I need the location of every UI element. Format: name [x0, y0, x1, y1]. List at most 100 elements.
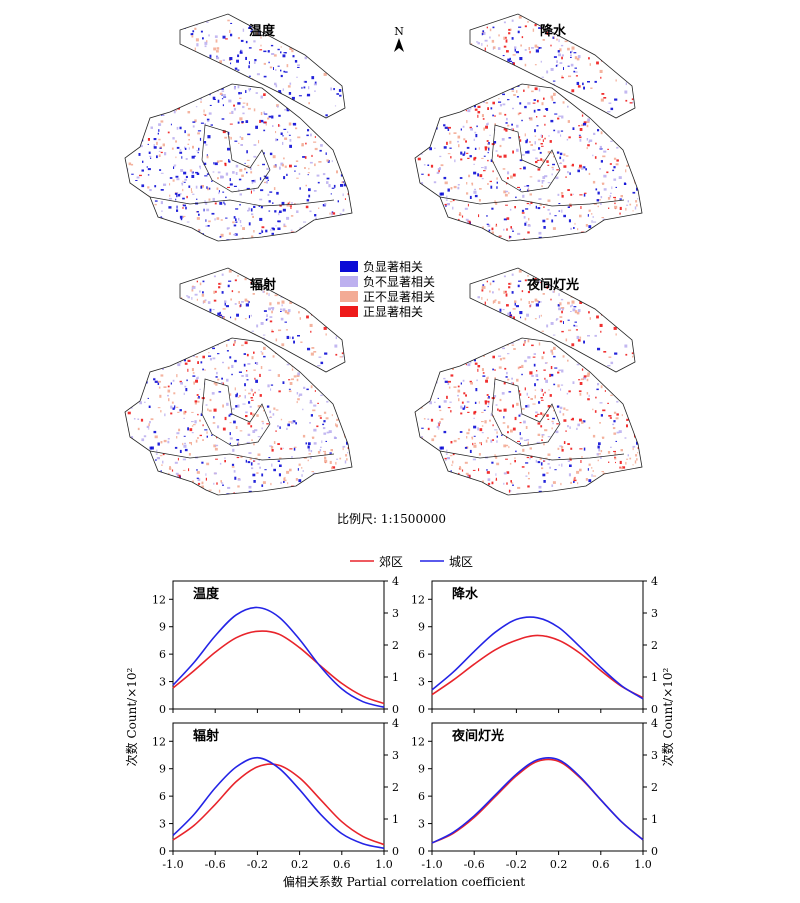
- series-line-urban: [431, 616, 644, 700]
- map-outline-north: [469, 13, 636, 119]
- y-axis-title-right: 次数 Count/×10²: [660, 667, 675, 766]
- map-outline-north: [469, 267, 636, 373]
- x-tick-label: 0.2: [291, 858, 309, 871]
- y-tick-label-right: 3: [651, 749, 658, 762]
- map-outline-main: [124, 337, 353, 496]
- map-title: 辐射: [250, 277, 276, 293]
- map-title: 夜间灯光: [526, 277, 579, 293]
- map-panel: [124, 13, 353, 242]
- legend-swatch-neg-insig: [340, 276, 358, 287]
- panel-title: 降水: [452, 586, 479, 602]
- x-tick-label: 0.6: [592, 858, 610, 871]
- y-tick-label-left: 12: [152, 735, 166, 748]
- legend-swatch-neg-sig: [340, 261, 358, 272]
- y-tick-label-right: 4: [651, 717, 658, 730]
- y-tick-label-right: 2: [392, 781, 399, 794]
- legend-label-pos-insig: 正不显著相关: [363, 290, 435, 304]
- map-panel: [414, 13, 643, 242]
- map-scale: 比例尺: 1:1500000: [337, 512, 446, 526]
- y-tick-label-right: 2: [651, 639, 658, 652]
- y-tick-label-left: 6: [159, 790, 166, 803]
- y-tick-label-right: 0: [392, 703, 399, 716]
- y-tick-label-left: 9: [418, 621, 425, 634]
- y-tick-label-left: 3: [418, 818, 425, 831]
- series-line-suburban: [172, 630, 385, 705]
- panel-title: 夜间灯光: [451, 728, 504, 744]
- map-panel: [124, 267, 353, 496]
- map-outline-main: [414, 83, 643, 242]
- y-tick-label-right: 4: [392, 717, 399, 730]
- north-arrow: N: [394, 25, 404, 52]
- y-tick-label-right: 3: [392, 749, 399, 762]
- series-line-urban: [172, 606, 385, 708]
- y-tick-label-right: 1: [392, 671, 399, 684]
- series-line-urban: [431, 757, 644, 844]
- y-tick-label-right: 1: [651, 813, 658, 826]
- x-tick-label: 0.2: [550, 858, 568, 871]
- y-tick-label-right: 2: [651, 781, 658, 794]
- legend-label-suburban: 郊区: [379, 555, 403, 569]
- y-tick-label-right: 2: [392, 639, 399, 652]
- y-tick-label-left: 12: [411, 735, 425, 748]
- y-tick-label-left: 6: [159, 648, 166, 661]
- x-tick-label: 1.0: [634, 858, 652, 871]
- y-tick-label-left: 0: [418, 703, 425, 716]
- y-tick-label-right: 3: [392, 607, 399, 620]
- y-tick-label-left: 9: [159, 621, 166, 634]
- y-tick-label-right: 3: [651, 607, 658, 620]
- x-tick-label: -1.0: [162, 858, 183, 871]
- y-tick-label-left: 0: [159, 703, 166, 716]
- panel-title: 辐射: [193, 728, 219, 744]
- series-line-suburban: [431, 634, 644, 699]
- x-tick-label: 1.0: [375, 858, 393, 871]
- legend-label-pos-sig: 正显著相关: [363, 305, 423, 319]
- x-tick-label: -0.2: [506, 858, 527, 871]
- map-outline-main: [124, 83, 353, 242]
- series-line-suburban: [172, 763, 385, 846]
- north-label: N: [394, 25, 404, 38]
- map-outline-main: [414, 337, 643, 496]
- y-tick-label-right: 4: [651, 575, 658, 588]
- map-legend: 负显著相关 负不显著相关 正不显著相关 正显著相关: [340, 260, 435, 319]
- y-axis-title-left: 次数 Count/×10²: [124, 667, 139, 766]
- series-line-urban: [172, 756, 385, 850]
- legend-swatch-pos-insig: [340, 291, 358, 302]
- y-tick-label-left: 9: [418, 763, 425, 776]
- series-line-suburban: [431, 758, 644, 844]
- map-outline-north: [179, 267, 346, 373]
- y-tick-label-right: 4: [392, 575, 399, 588]
- y-tick-label-left: 0: [418, 845, 425, 858]
- north-arrow-icon: [394, 38, 404, 52]
- y-tick-label-right: 1: [392, 813, 399, 826]
- y-tick-label-left: 3: [418, 676, 425, 689]
- legend-label-neg-insig: 负不显著相关: [363, 275, 435, 289]
- y-tick-label-left: 12: [411, 593, 425, 606]
- y-tick-label-right: 0: [392, 845, 399, 858]
- y-tick-label-left: 6: [418, 790, 425, 803]
- map-outline-north: [179, 13, 346, 119]
- y-tick-label-right: 0: [651, 703, 658, 716]
- y-tick-label-left: 0: [159, 845, 166, 858]
- y-tick-label-left: 3: [159, 676, 166, 689]
- legend-swatch-pos-sig: [340, 306, 358, 317]
- chart-legend: 郊区 城区: [350, 555, 473, 569]
- y-tick-label-left: 3: [159, 818, 166, 831]
- x-tick-label: -1.0: [421, 858, 442, 871]
- x-axis-title: 偏相关系数 Partial correlation coefficient: [283, 874, 525, 889]
- y-tick-label-right: 1: [651, 671, 658, 684]
- x-tick-label: -0.2: [247, 858, 268, 871]
- map-speckle: [415, 14, 642, 241]
- x-tick-label: 0.6: [333, 858, 351, 871]
- map-title: 温度: [249, 23, 276, 39]
- map-title: 降水: [540, 23, 567, 39]
- y-tick-label-left: 9: [159, 763, 166, 776]
- x-tick-label: -0.6: [464, 858, 485, 871]
- panel-title: 温度: [193, 586, 220, 602]
- chart-panels: 03691201234温度03691201234降水03691201234-1.…: [152, 575, 658, 871]
